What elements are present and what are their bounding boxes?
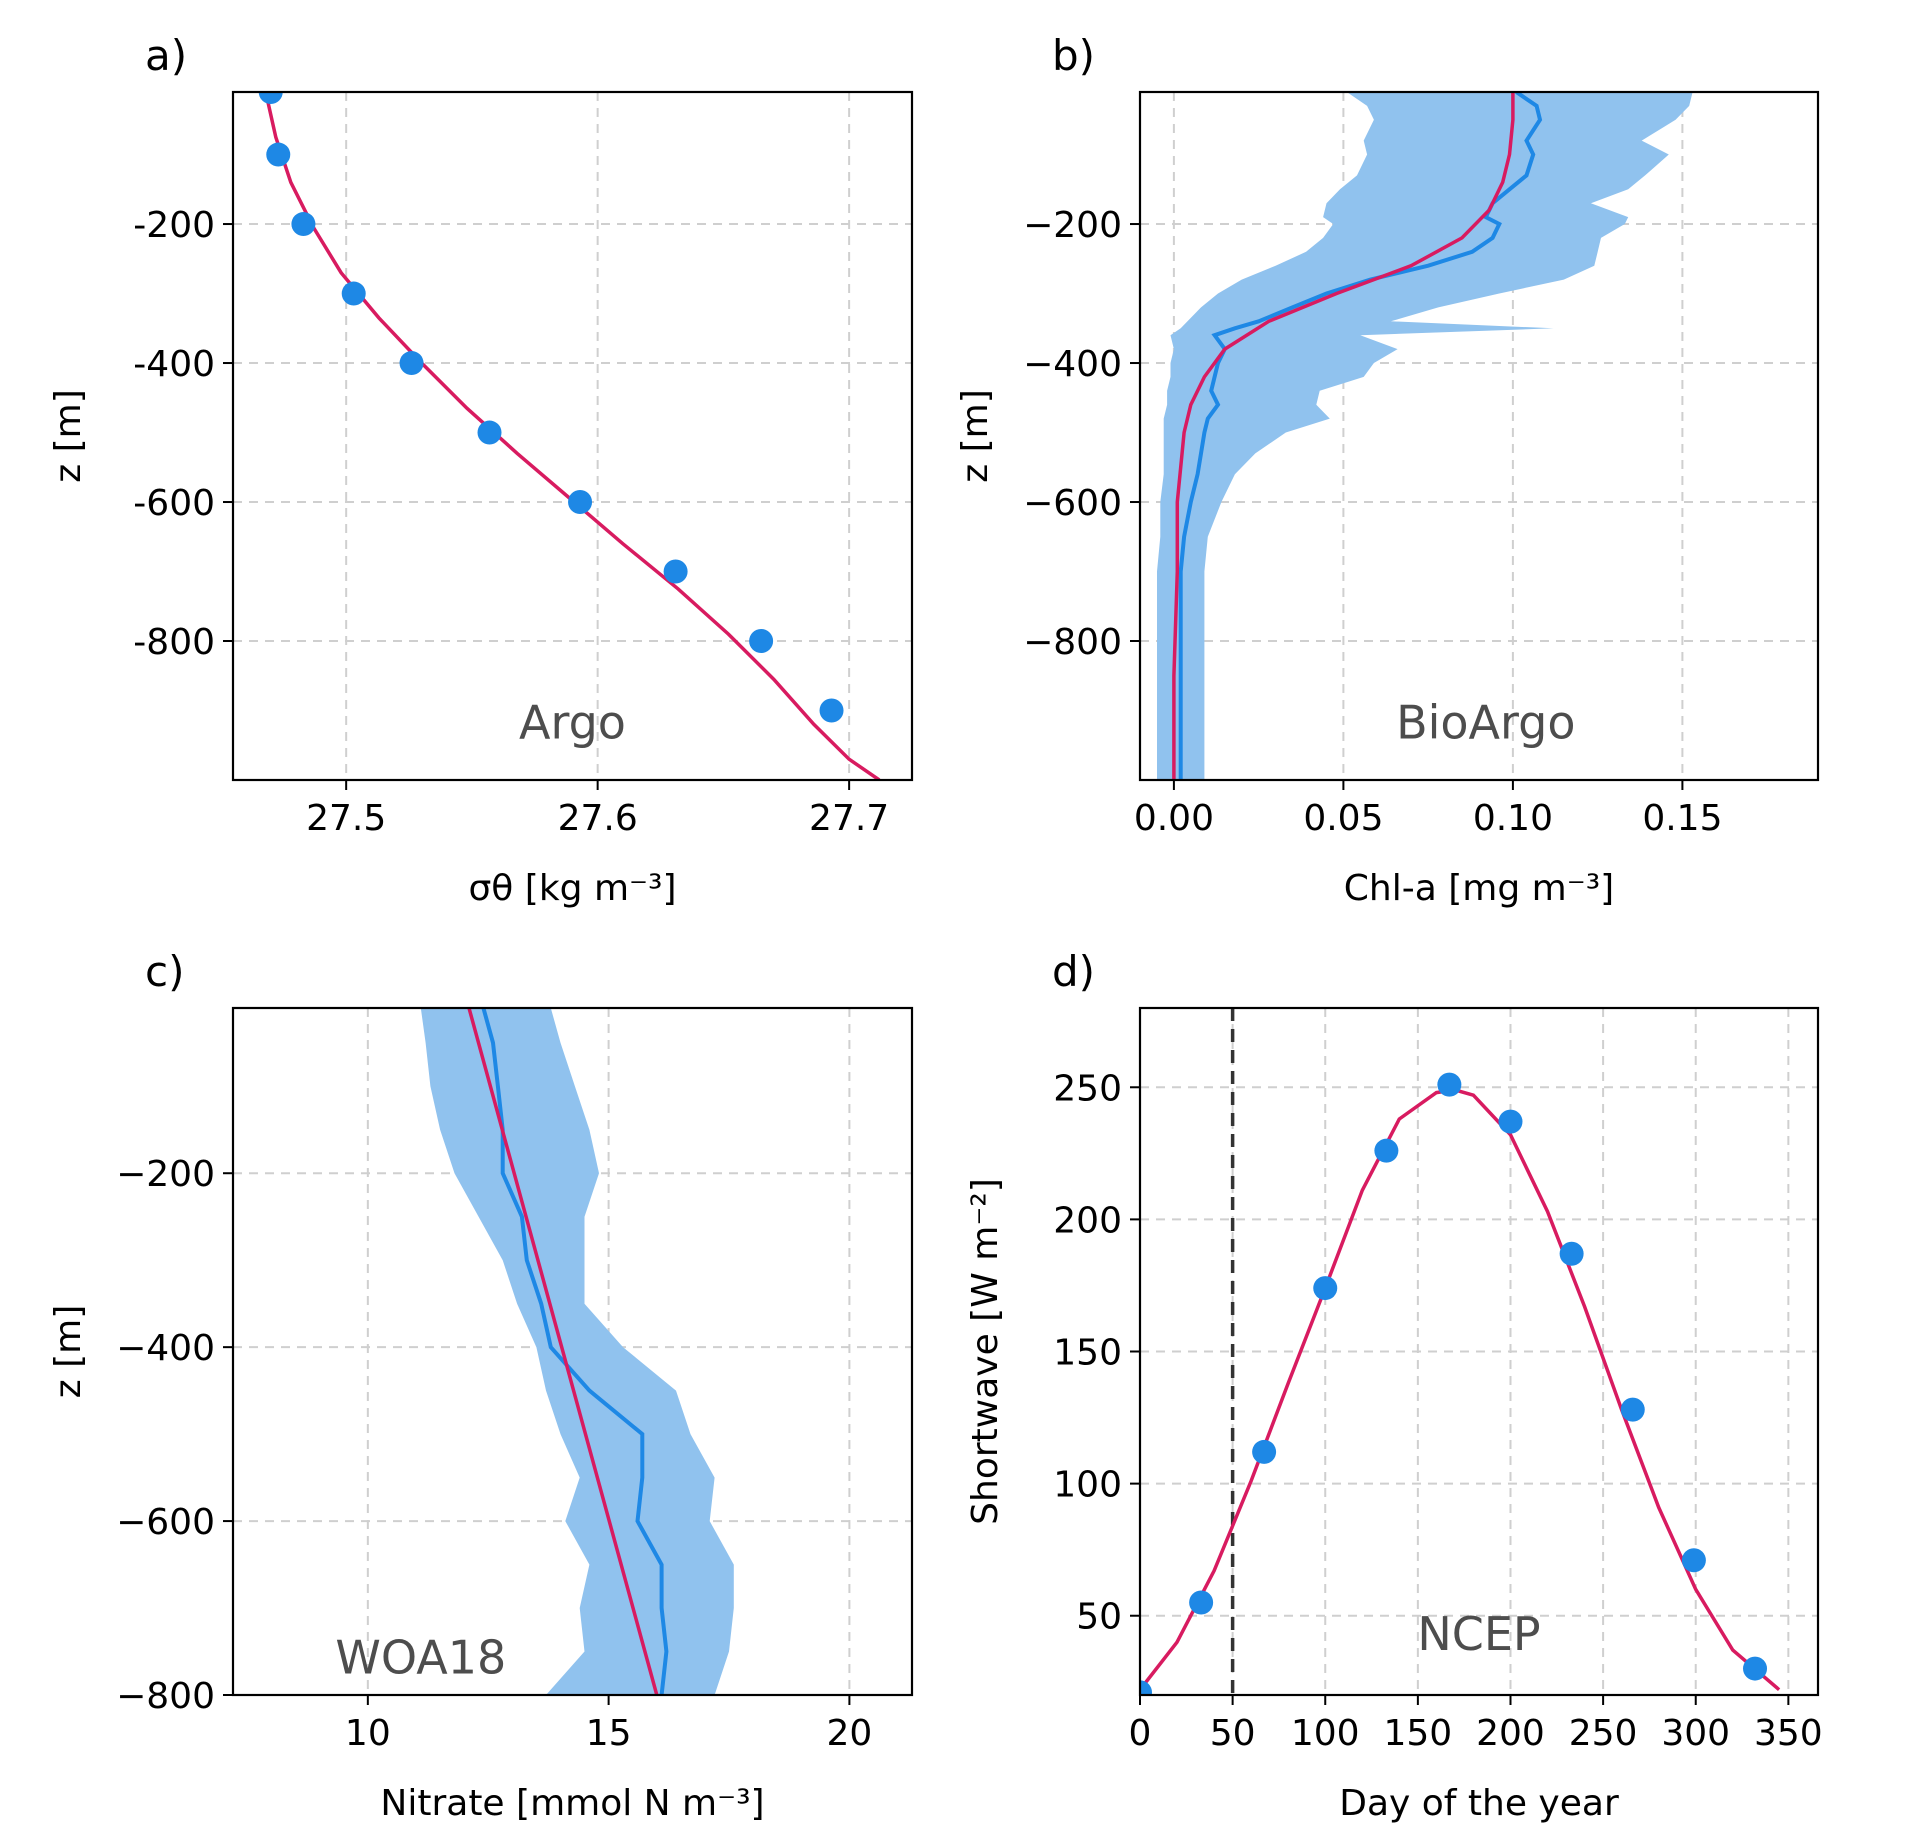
x-tick-label: 27.6	[558, 798, 638, 839]
panel-label: a)	[145, 31, 187, 80]
x-tick-label: 0.05	[1303, 798, 1383, 839]
data-point	[291, 212, 316, 237]
y-tick-label: 50	[1076, 1597, 1122, 1638]
panel-label: d)	[1052, 947, 1095, 996]
mean-profile-line	[1178, 92, 1543, 780]
spread-band	[1157, 92, 1693, 780]
source-label: BioArgo	[1396, 695, 1575, 749]
data-point	[1313, 1276, 1338, 1301]
x-axis-label: Nitrate [mmol N m⁻³]	[380, 1783, 764, 1824]
data-point	[1374, 1138, 1399, 1163]
y-tick-label: −800	[116, 1676, 215, 1717]
panel-b: BioArgo 0.00 0.05 0.10 0.15 −200 −400 −600 −800 C…	[955, 31, 1820, 909]
y-axis-label: Shortwave [W m⁻²]	[965, 1178, 1006, 1525]
y-tick-label: −400	[116, 1328, 215, 1369]
fit-curve	[1172, 92, 1515, 780]
x-tick-label: 150	[1384, 1713, 1453, 1754]
y-tick-label: −200	[1023, 205, 1122, 246]
y-tick-label: −800	[1023, 622, 1122, 663]
x-tick-label: 50	[1210, 1713, 1256, 1754]
panel-d: NCEP 0 50 100 150 200 250 300 350 50 100 150 200 250 D…	[965, 947, 1823, 1824]
y-tick-label: -400	[133, 344, 215, 385]
fit-curve	[263, 92, 881, 780]
y-tick-label: -800	[133, 622, 215, 663]
y-tick-label: −200	[116, 1154, 215, 1195]
x-tick-label: 350	[1754, 1713, 1823, 1754]
data-point	[341, 281, 366, 306]
x-tick-label: 20	[826, 1713, 872, 1754]
data-point	[568, 490, 593, 515]
x-tick-label: 0.00	[1134, 798, 1214, 839]
panel-a: Argo 27.5 27.6 27.7 -200 -400 -600 -800 σθ [kg m…	[48, 31, 914, 909]
data-point	[819, 698, 844, 723]
x-axis-label: Day of the year	[1339, 1783, 1619, 1824]
data-point	[1620, 1397, 1645, 1422]
y-tick-label: 150	[1053, 1333, 1122, 1374]
plot-area	[1140, 1008, 1781, 1695]
mean-profile-line	[481, 1008, 669, 1695]
y-tick-label: -200	[133, 205, 215, 246]
data-point	[663, 559, 688, 584]
x-tick-label: 100	[1291, 1713, 1360, 1754]
axes-frame	[231, 1006, 914, 1697]
x-tick-label: 27.5	[306, 798, 386, 839]
x-tick-label: 10	[345, 1713, 391, 1754]
panel-c: WOA18 10 15 20 −200 −400 −600 −800 Nitrate [mmol…	[48, 947, 914, 1824]
y-tick-label: 100	[1053, 1465, 1122, 1506]
source-label: WOA18	[335, 1630, 506, 1684]
data-point	[1498, 1109, 1523, 1134]
axes-frame	[1138, 90, 1820, 782]
y-tick-label: 200	[1053, 1200, 1122, 1241]
x-tick-label: 200	[1476, 1713, 1545, 1754]
y-tick-label: 250	[1053, 1068, 1122, 1109]
panel-label: b)	[1052, 31, 1095, 80]
data-point	[399, 351, 424, 376]
data-point	[1559, 1241, 1584, 1266]
y-tick-label: -600	[133, 483, 215, 524]
y-tick-label: −600	[116, 1502, 215, 1543]
data-point	[266, 142, 291, 167]
x-axis-label: σθ [kg m⁻³]	[468, 868, 676, 909]
data-point	[258, 92, 283, 104]
data-point	[749, 629, 774, 654]
axes-frame	[231, 90, 914, 782]
y-axis-label: z [m]	[955, 389, 996, 483]
spread-band	[420, 1008, 734, 1695]
y-tick-label: −600	[1023, 483, 1122, 524]
plot-area	[1157, 92, 1693, 780]
x-tick-label: 250	[1569, 1713, 1638, 1754]
y-tick-label: −400	[1023, 344, 1122, 385]
x-tick-label: 27.7	[809, 798, 889, 839]
y-axis-label: z [m]	[48, 389, 89, 483]
data-point	[1681, 1548, 1706, 1573]
x-tick-label: 300	[1661, 1713, 1730, 1754]
x-tick-label: 15	[586, 1713, 632, 1754]
x-axis-label: Chl-a [mg m⁻³]	[1344, 868, 1614, 909]
x-tick-label: 0.10	[1473, 798, 1553, 839]
fit-curve	[1140, 1088, 1781, 1692]
axes-frame	[1138, 1006, 1820, 1697]
x-tick-label: 0.15	[1642, 798, 1722, 839]
data-point	[1252, 1439, 1277, 1464]
data-point	[1437, 1072, 1462, 1097]
plot-area	[258, 92, 881, 780]
data-point	[1743, 1656, 1768, 1681]
source-label: NCEP	[1417, 1607, 1540, 1661]
data-point	[1140, 1680, 1152, 1695]
source-label: Argo	[519, 695, 626, 749]
y-axis-label: z [m]	[48, 1305, 89, 1399]
fit-curve	[467, 1008, 659, 1695]
data-point	[1189, 1590, 1214, 1615]
plot-area	[420, 1008, 734, 1695]
data-point	[477, 420, 502, 445]
panel-label: c)	[145, 947, 184, 996]
x-tick-label: 0	[1129, 1713, 1152, 1754]
